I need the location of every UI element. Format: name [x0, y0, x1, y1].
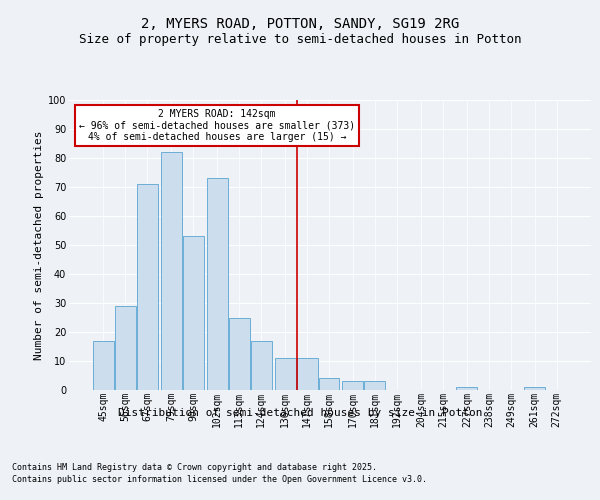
- Bar: [115, 306, 136, 390]
- Bar: [524, 387, 545, 390]
- Text: Contains HM Land Registry data © Crown copyright and database right 2025.: Contains HM Land Registry data © Crown c…: [12, 464, 377, 472]
- Text: Contains public sector information licensed under the Open Government Licence v3: Contains public sector information licen…: [12, 475, 427, 484]
- Y-axis label: Number of semi-detached properties: Number of semi-detached properties: [34, 130, 44, 360]
- Bar: [93, 340, 114, 390]
- Bar: [161, 152, 182, 390]
- Bar: [275, 358, 296, 390]
- Text: 2, MYERS ROAD, POTTON, SANDY, SG19 2RG: 2, MYERS ROAD, POTTON, SANDY, SG19 2RG: [141, 18, 459, 32]
- Text: 2 MYERS ROAD: 142sqm
← 96% of semi-detached houses are smaller (373)
4% of semi-: 2 MYERS ROAD: 142sqm ← 96% of semi-detac…: [79, 108, 355, 142]
- Bar: [319, 378, 340, 390]
- Bar: [296, 358, 317, 390]
- Bar: [229, 318, 250, 390]
- Bar: [206, 178, 227, 390]
- Text: Size of property relative to semi-detached houses in Potton: Size of property relative to semi-detach…: [79, 32, 521, 46]
- Bar: [364, 382, 385, 390]
- Text: Distribution of semi-detached houses by size in Potton: Distribution of semi-detached houses by …: [118, 408, 482, 418]
- Bar: [457, 387, 478, 390]
- Bar: [182, 236, 203, 390]
- Bar: [343, 382, 364, 390]
- Bar: [251, 340, 272, 390]
- Bar: [137, 184, 158, 390]
